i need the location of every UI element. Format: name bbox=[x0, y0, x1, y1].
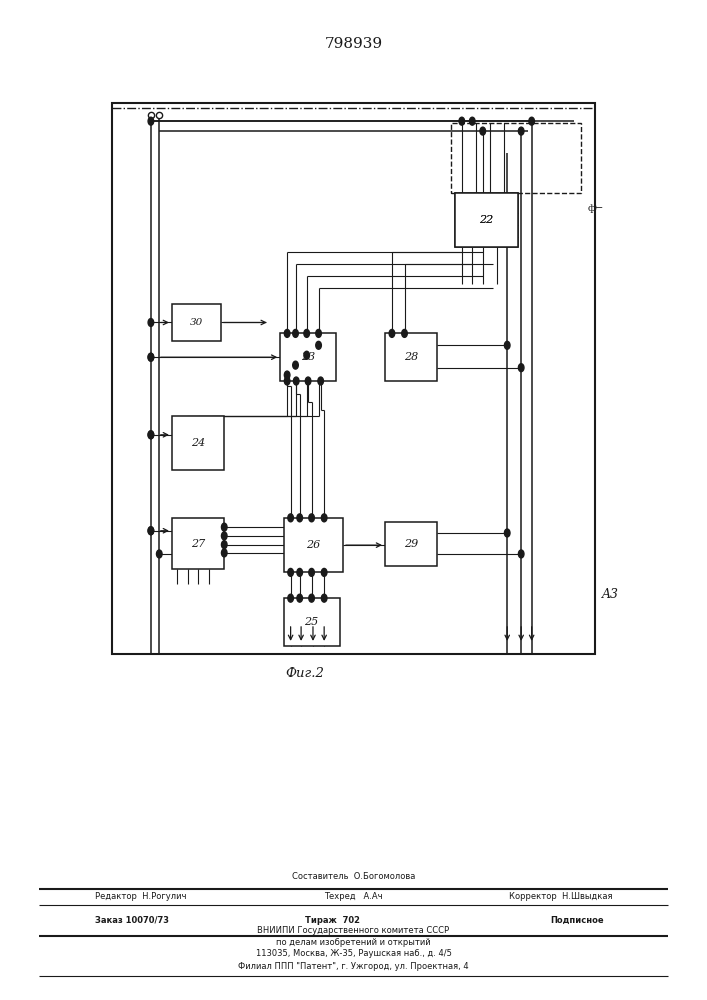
Circle shape bbox=[504, 341, 510, 349]
Text: 26: 26 bbox=[306, 540, 320, 550]
Bar bbox=[172, 304, 221, 341]
Circle shape bbox=[288, 514, 293, 522]
Text: A3: A3 bbox=[602, 588, 619, 601]
Text: Корректор  Н.Швыдкая: Корректор Н.Швыдкая bbox=[508, 892, 612, 901]
Text: 29: 29 bbox=[404, 539, 419, 549]
Text: 798939: 798939 bbox=[325, 37, 382, 51]
Circle shape bbox=[297, 594, 303, 602]
Circle shape bbox=[148, 527, 153, 535]
Text: по делам изобретений и открытий: по делам изобретений и открытий bbox=[276, 938, 431, 947]
Circle shape bbox=[288, 568, 293, 576]
Circle shape bbox=[309, 514, 315, 522]
Circle shape bbox=[221, 523, 227, 531]
Circle shape bbox=[297, 514, 303, 522]
Text: ВНИИПИ Государственного комитета СССР: ВНИИПИ Государственного комитета СССР bbox=[257, 926, 450, 935]
Circle shape bbox=[518, 550, 524, 558]
Bar bbox=[455, 193, 518, 247]
Circle shape bbox=[221, 532, 227, 540]
Circle shape bbox=[504, 529, 510, 537]
Circle shape bbox=[309, 594, 315, 602]
Text: Составитель  О.Богомолова: Составитель О.Богомолова bbox=[292, 872, 415, 881]
Circle shape bbox=[309, 568, 315, 576]
Circle shape bbox=[322, 568, 327, 576]
Circle shape bbox=[304, 351, 310, 359]
Bar bbox=[284, 598, 339, 646]
Bar bbox=[385, 522, 438, 566]
Text: Заказ 10070/73: Заказ 10070/73 bbox=[95, 916, 169, 925]
Text: Подписное: Подписное bbox=[550, 916, 604, 925]
Bar bbox=[385, 333, 438, 381]
Circle shape bbox=[148, 353, 153, 361]
Circle shape bbox=[284, 371, 290, 379]
Circle shape bbox=[297, 568, 303, 576]
Text: 22: 22 bbox=[479, 215, 493, 225]
Text: Тираж  702: Тираж 702 bbox=[305, 916, 360, 925]
Circle shape bbox=[284, 329, 290, 337]
Circle shape bbox=[322, 594, 327, 602]
Circle shape bbox=[148, 431, 153, 439]
Circle shape bbox=[389, 329, 395, 337]
Circle shape bbox=[402, 329, 407, 337]
Circle shape bbox=[469, 117, 475, 125]
Text: 22: 22 bbox=[479, 215, 493, 225]
Circle shape bbox=[288, 594, 293, 602]
Circle shape bbox=[316, 329, 322, 337]
Circle shape bbox=[293, 377, 299, 385]
Circle shape bbox=[305, 377, 311, 385]
Circle shape bbox=[148, 353, 153, 361]
Circle shape bbox=[284, 377, 290, 385]
Circle shape bbox=[221, 549, 227, 557]
Text: Фиг.2: Фиг.2 bbox=[285, 667, 324, 680]
Circle shape bbox=[156, 550, 162, 558]
Circle shape bbox=[518, 127, 524, 135]
Circle shape bbox=[322, 514, 327, 522]
Circle shape bbox=[148, 431, 153, 439]
Circle shape bbox=[316, 341, 322, 349]
Text: ф←: ф← bbox=[588, 204, 603, 213]
Circle shape bbox=[293, 361, 298, 369]
Text: Редактор  Н.Рогулич: Редактор Н.Рогулич bbox=[95, 892, 187, 901]
Bar bbox=[172, 416, 224, 470]
Circle shape bbox=[529, 117, 534, 125]
Circle shape bbox=[480, 127, 486, 135]
Circle shape bbox=[304, 329, 310, 337]
Text: 113035, Москва, Ж-35, Раушская наб., д. 4/5: 113035, Москва, Ж-35, Раушская наб., д. … bbox=[255, 949, 452, 958]
Circle shape bbox=[148, 117, 153, 125]
Circle shape bbox=[459, 117, 464, 125]
Bar bbox=[284, 518, 343, 572]
Circle shape bbox=[148, 527, 153, 535]
Text: 25: 25 bbox=[305, 617, 319, 627]
Text: 23: 23 bbox=[301, 352, 315, 362]
Bar bbox=[451, 123, 580, 193]
Circle shape bbox=[221, 541, 227, 549]
Bar bbox=[455, 193, 518, 247]
Text: Филиал ППП "Патент", г. Ужгород, ул. Проектная, 4: Филиал ППП "Патент", г. Ужгород, ул. Про… bbox=[238, 962, 469, 971]
Bar bbox=[280, 333, 336, 381]
Circle shape bbox=[518, 364, 524, 372]
Text: 27: 27 bbox=[191, 539, 205, 549]
Text: Техред   А.Ач: Техред А.Ач bbox=[325, 892, 382, 901]
Text: 28: 28 bbox=[404, 352, 419, 362]
Bar bbox=[112, 103, 595, 654]
Text: 24: 24 bbox=[191, 438, 205, 448]
Circle shape bbox=[318, 377, 324, 385]
Bar bbox=[172, 518, 224, 569]
Text: 30: 30 bbox=[189, 318, 203, 327]
Circle shape bbox=[148, 319, 153, 326]
Circle shape bbox=[293, 329, 298, 337]
